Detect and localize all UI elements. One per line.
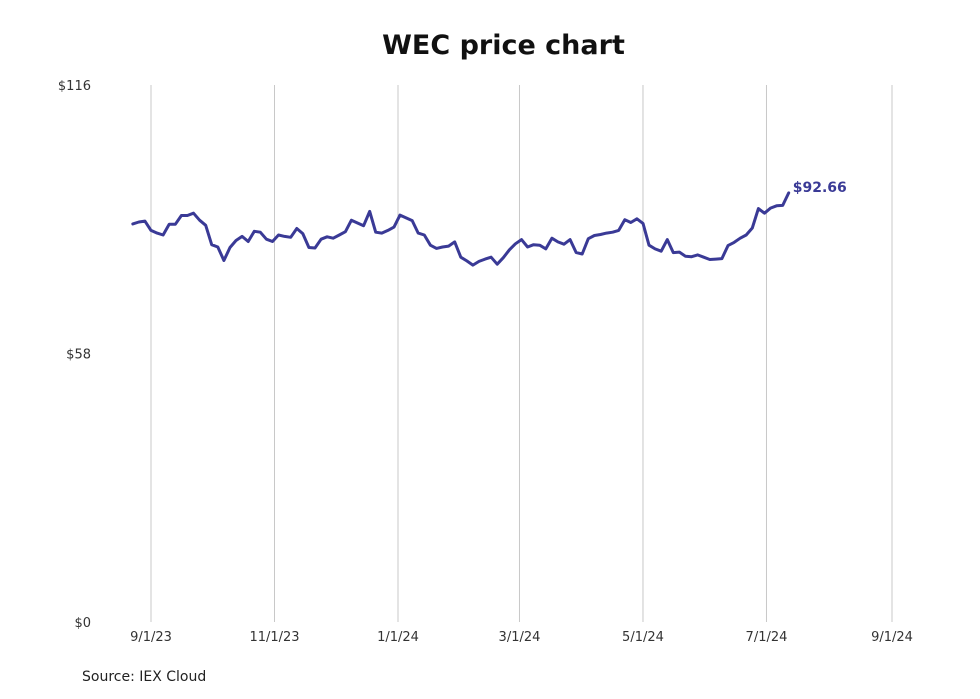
price-series-line: [131, 191, 791, 267]
x-tick-label: 11/1/23: [249, 630, 299, 645]
y-tick-label: $116: [58, 79, 91, 94]
x-tick-label: 5/1/24: [622, 630, 664, 645]
last-price-label: $92.66: [793, 180, 847, 196]
source-note: Source: IEX Cloud: [82, 669, 207, 685]
x-tick-label: 7/1/24: [746, 630, 788, 645]
x-tick-label: 9/1/24: [871, 630, 913, 645]
y-axis-tick-labels: $116 $58 $0: [58, 79, 91, 631]
y-tick-label: $58: [66, 348, 91, 363]
y-tick-label: $0: [74, 616, 91, 631]
gridlines: [150, 85, 893, 622]
x-tick-label: 1/1/24: [377, 630, 419, 645]
x-tick-label: 3/1/24: [499, 630, 541, 645]
x-tick-label: 9/1/23: [130, 630, 172, 645]
x-axis-tick-labels: 9/1/23 11/1/23 1/1/24 3/1/24 5/1/24 7/1/24 9/1…: [130, 630, 913, 645]
chart-title: WEC price chart: [382, 30, 625, 61]
